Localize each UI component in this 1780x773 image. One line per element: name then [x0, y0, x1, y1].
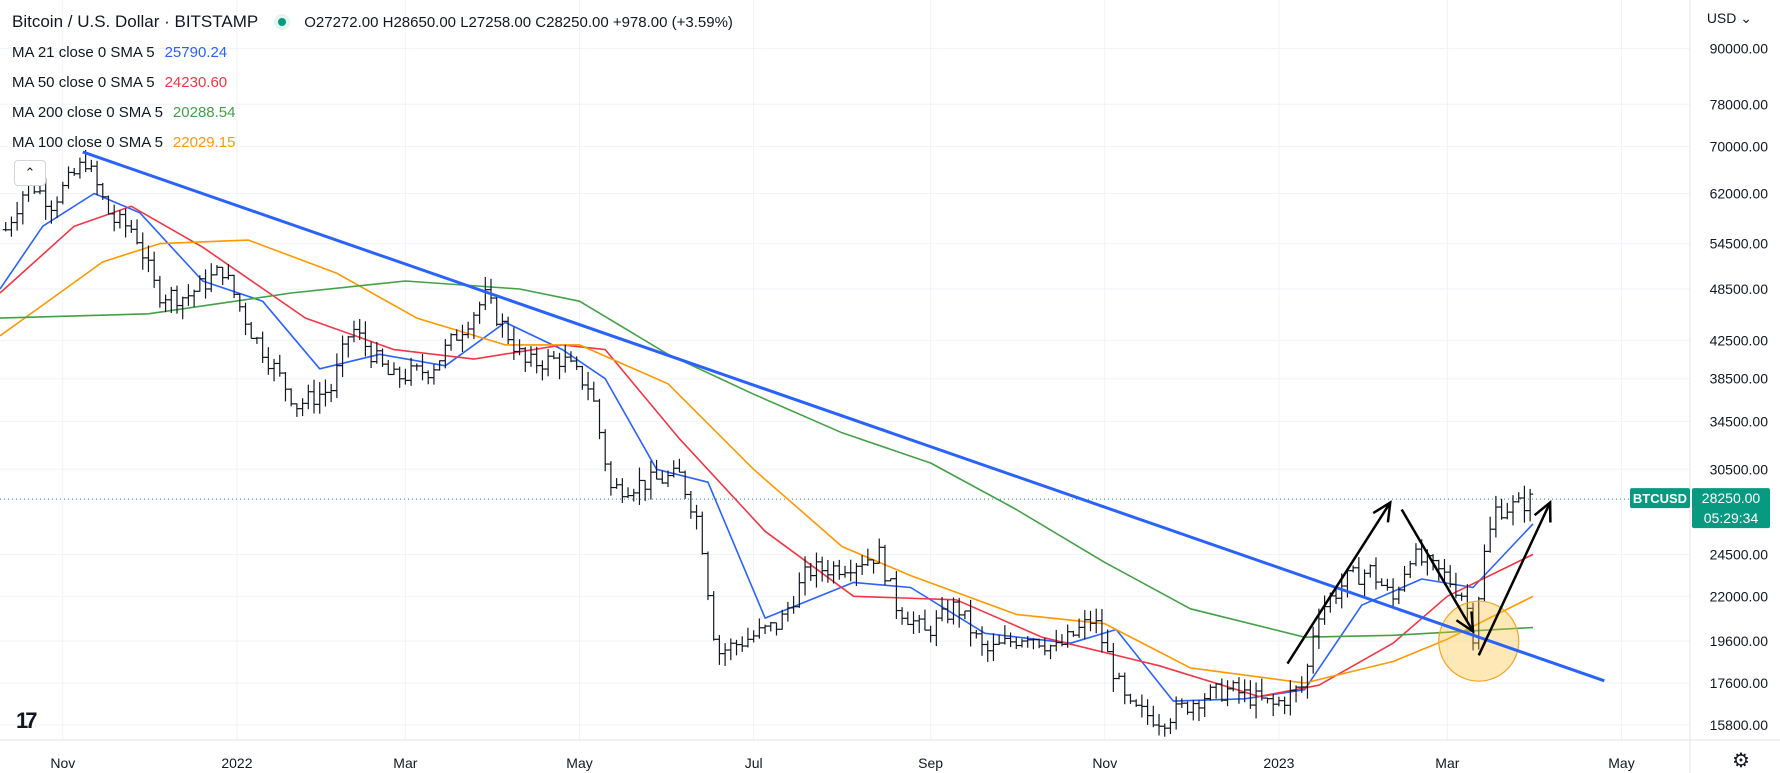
bar-countdown: 05:29:34	[1704, 510, 1759, 526]
time-tick-label: Mar	[393, 755, 417, 771]
indicator-label: MA 200 close 0 SMA 5	[12, 104, 163, 121]
time-tick-label: Sep	[918, 755, 943, 771]
time-tick-label: May	[1608, 755, 1634, 771]
time-tick-label: Jul	[745, 755, 763, 771]
ma-line	[0, 205, 1534, 698]
arrow-head	[1533, 499, 1552, 523]
arrow-line	[1400, 508, 1475, 633]
price-tick-label: 15800.00	[1710, 717, 1769, 733]
price-tick-label: 38500.00	[1710, 371, 1769, 387]
chevron-up-icon: ⌃	[24, 165, 36, 180]
indicator-value: 22029.15	[172, 134, 236, 151]
currency-label: USD	[1706, 10, 1737, 26]
trendline	[82, 150, 1605, 683]
time-tick-label: 2022	[221, 755, 252, 771]
indicator-ma100[interactable]: MA 100 close 0 SMA 5 22029.15	[12, 134, 236, 151]
highlight-circle	[1438, 600, 1520, 682]
price-tick-label: 30500.00	[1710, 461, 1769, 477]
time-tick-label: May	[566, 755, 592, 771]
indicator-ma50[interactable]: MA 50 close 0 SMA 5 24230.60	[12, 74, 227, 91]
price-tick-label: 34500.00	[1710, 413, 1769, 429]
ma-line	[0, 239, 1534, 684]
tradingview-logo-icon[interactable]: 17	[16, 708, 38, 733]
symbol-price-label	[1630, 488, 1690, 509]
drawings	[82, 150, 1605, 683]
indicator-label: MA 50 close 0 SMA 5	[12, 74, 155, 91]
price-tick-label: 90000.00	[1710, 41, 1769, 57]
indicator-value: 24230.60	[164, 74, 228, 91]
price-tick-label: 42500.00	[1710, 332, 1769, 348]
indicator-ma200[interactable]: MA 200 close 0 SMA 5 20288.54	[12, 104, 236, 121]
price-tick-label: 19600.00	[1710, 633, 1769, 649]
symbol-label: BTCUSD	[1633, 491, 1687, 506]
gear-icon[interactable]: ⚙	[1732, 750, 1750, 772]
chart-header: Bitcoin / U.S. Dollar · BITSTAMP O27272.…	[12, 12, 733, 32]
time-tick-label: 2023	[1263, 755, 1294, 771]
indicator-value: 20288.54	[172, 104, 236, 121]
time-axis[interactable]: Nov 2022 Mar May Jul Sep Nov 2023 Mar May	[0, 739, 1780, 771]
price-bars	[2, 149, 1534, 737]
price-tick-label: 24500.00	[1710, 546, 1769, 562]
price-tick-label: 54500.00	[1710, 236, 1769, 252]
collapse-indicators-button[interactable]: ⌃	[14, 160, 46, 186]
time-tick-label: Mar	[1435, 755, 1459, 771]
indicator-label: MA 21 close 0 SMA 5	[12, 44, 155, 61]
indicator-value: 25790.24	[164, 44, 228, 61]
symbol-title[interactable]: Bitcoin / U.S. Dollar · BITSTAMP	[12, 12, 259, 31]
grid	[0, 0, 1690, 740]
market-open-icon	[274, 14, 291, 30]
price-tick-label: 62000.00	[1710, 186, 1769, 202]
ohlc-values: O27272.00 H28650.00 L27258.00 C28250.00 …	[304, 13, 733, 31]
indicator-label: MA 100 close 0 SMA 5	[12, 134, 163, 151]
price-tick-label: 70000.00	[1710, 138, 1769, 154]
price-tick-label: 17600.00	[1710, 675, 1769, 691]
arrow-line	[1477, 501, 1552, 656]
indicator-ma21[interactable]: MA 21 close 0 SMA 5 25790.24	[12, 44, 227, 61]
ma-line	[0, 192, 1534, 702]
currency-selector[interactable]: USD ⌄	[1706, 10, 1752, 26]
arrow-head	[1372, 500, 1392, 523]
arrow-head	[1455, 611, 1475, 634]
moving-averages	[0, 192, 1534, 702]
price-tick-label: 22000.00	[1710, 588, 1769, 604]
last-price-value: 28250.00	[1702, 490, 1761, 506]
arrow-line	[1286, 501, 1392, 665]
time-tick-label: Nov	[50, 755, 75, 771]
price-tick-label: 48500.00	[1710, 281, 1769, 297]
ma-line	[0, 280, 1534, 638]
last-price-box	[1692, 488, 1770, 529]
price-tick-label: 78000.00	[1710, 96, 1769, 112]
time-tick-label: Nov	[1092, 755, 1117, 771]
price-axis[interactable]: 90000.00 78000.00 70000.00 62000.00 54500.00…	[1630, 0, 1770, 773]
